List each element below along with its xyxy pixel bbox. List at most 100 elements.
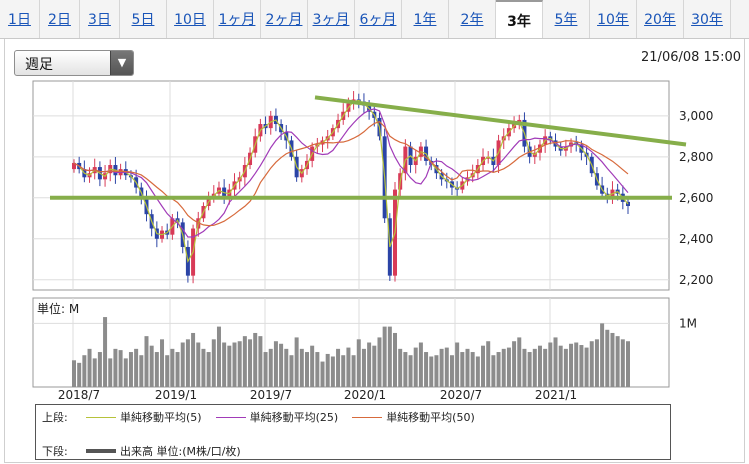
tab-12[interactable]: 3年 — [496, 0, 543, 38]
tab-10[interactable]: 1年 — [402, 0, 449, 38]
volume-bar — [449, 355, 454, 387]
tab-3[interactable]: 3日 — [80, 0, 120, 38]
tab-14[interactable]: 10年 — [590, 0, 637, 38]
ma25-line — [73, 108, 629, 238]
period-select[interactable]: 週足 ▼ — [14, 50, 134, 76]
y-tick-label: 3,000 — [679, 109, 713, 123]
ma5-line — [73, 99, 629, 264]
volume-bar — [605, 329, 610, 387]
volume-bar — [424, 352, 429, 387]
volume-bar — [160, 339, 165, 387]
volume-bar — [315, 352, 320, 387]
volume-bar — [465, 348, 470, 387]
tab-4[interactable]: 5日 — [120, 0, 167, 38]
volume-bar — [263, 352, 268, 387]
chart-legend: 上段: 単純移動平均(5) 単純移動平均(25) 単純移動平均(50) 下段: … — [35, 404, 671, 460]
tab-13[interactable]: 5年 — [543, 0, 590, 38]
volume-bar — [532, 348, 537, 387]
volume-bar — [620, 339, 625, 387]
legend-lower-label: 下段: — [42, 445, 68, 458]
volume-bar — [320, 361, 325, 387]
volume-bar — [600, 323, 605, 387]
volume-bar — [367, 342, 372, 387]
volume-bar — [87, 348, 92, 387]
volume-bar — [196, 342, 201, 387]
volume-bar — [108, 358, 113, 387]
tab-7[interactable]: 2ヶ月 — [261, 0, 308, 38]
legend-volume: 出来高 単位:(M株/口/枚) — [120, 445, 241, 458]
candle-body — [486, 156, 491, 159]
tab-5[interactable]: 10日 — [167, 0, 214, 38]
tab-2[interactable]: 2日 — [40, 0, 80, 38]
tab-15[interactable]: 20年 — [637, 0, 684, 38]
volume-bar — [211, 339, 216, 387]
volume-bar — [72, 360, 76, 387]
volume-bar — [289, 355, 294, 387]
volume-bar — [522, 348, 527, 387]
volume-bar — [610, 332, 615, 387]
chevron-down-icon: ▼ — [110, 51, 133, 75]
volume-bar — [481, 345, 486, 387]
tab-6[interactable]: 1ヶ月 — [214, 0, 261, 38]
volume-bar — [356, 339, 361, 387]
volume-bar — [455, 342, 460, 387]
volume-bar — [258, 336, 263, 387]
volume-bar — [191, 332, 196, 387]
price-plot-frame — [32, 80, 670, 291]
volume-bar — [372, 345, 377, 387]
y-tick-label: 2,200 — [679, 273, 713, 287]
volume-bar — [268, 348, 273, 387]
volume-bar — [470, 352, 475, 387]
volume-bar — [543, 348, 548, 387]
volume-bar — [537, 345, 542, 387]
volume-bar — [149, 345, 154, 387]
volume-bar — [128, 352, 133, 387]
volume-bar — [304, 352, 309, 387]
volume-bar — [377, 337, 382, 387]
volume-bar — [429, 356, 434, 387]
tab-11[interactable]: 2年 — [449, 0, 496, 38]
volume-bar — [118, 350, 123, 387]
volume-bar — [175, 352, 180, 387]
volume-bar — [139, 355, 144, 387]
volume-bar — [201, 348, 206, 387]
candle-body — [72, 162, 76, 170]
volume-bar — [387, 326, 392, 387]
tab-16[interactable]: 30年 — [684, 0, 731, 38]
legend-ma5: 単純移動平均(5) — [120, 411, 202, 424]
volume-bar — [506, 347, 511, 387]
volume-bar — [346, 347, 351, 387]
chart-datetime: 21/06/08 15:00 — [641, 50, 741, 65]
volume-bar — [553, 337, 558, 387]
volume-bar — [77, 362, 82, 387]
x-tick-label: 2019/1 — [155, 388, 197, 402]
tab-1[interactable]: 1日 — [0, 0, 40, 38]
volume-bar — [273, 341, 278, 387]
volume-bar — [403, 352, 408, 387]
volume-bar — [123, 358, 128, 387]
legend-upper-label: 上段: — [42, 411, 68, 424]
volume-bar — [408, 355, 413, 387]
ma50-line — [73, 121, 629, 227]
legend-ma50: 単純移動平均(50) — [386, 411, 475, 424]
tab-8[interactable]: 3ヶ月 — [308, 0, 355, 38]
volume-bar — [548, 342, 553, 387]
volume-bar — [299, 348, 304, 387]
resistance-trendline — [314, 95, 687, 147]
volume-bar — [82, 355, 87, 387]
tab-9[interactable]: 6ヶ月 — [355, 0, 402, 38]
legend-ma25-swatch — [215, 416, 246, 418]
volume-bar — [185, 339, 190, 387]
volume-bar — [165, 355, 170, 387]
volume-bar — [294, 337, 299, 387]
volume-bar — [97, 352, 102, 387]
volume-bar — [517, 337, 522, 387]
volume-bar — [413, 347, 418, 387]
volume-bar — [227, 345, 232, 387]
legend-ma5-swatch — [86, 416, 116, 418]
volume-bar — [584, 347, 589, 387]
volume-bar — [103, 317, 108, 387]
volume-bar — [486, 341, 491, 387]
volume-bar — [180, 342, 185, 387]
